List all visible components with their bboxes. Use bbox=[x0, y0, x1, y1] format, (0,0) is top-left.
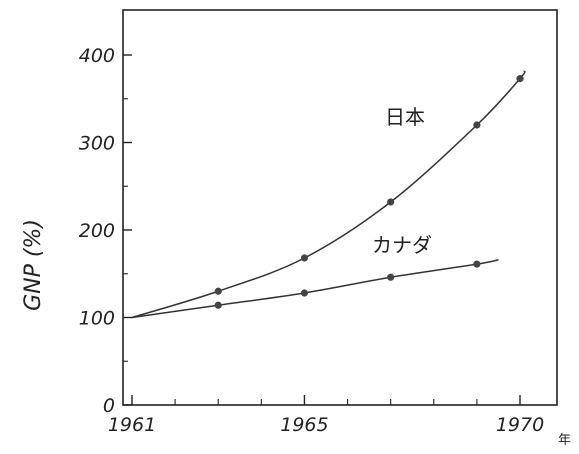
series-1-point-2 bbox=[300, 289, 309, 297]
series-label-0: 日本 bbox=[385, 105, 425, 129]
series-1-point-3 bbox=[387, 273, 395, 281]
y-tick-label-400: 400 bbox=[79, 45, 115, 67]
x-axis-unit-label: 年 bbox=[558, 433, 571, 448]
y-tick-label-200: 200 bbox=[79, 220, 115, 242]
plot-frame bbox=[122, 9, 558, 406]
series-line-0 bbox=[131, 70, 526, 319]
series-0-point-4 bbox=[473, 121, 481, 129]
series-1-point-1 bbox=[214, 301, 222, 309]
y-tick-label-100: 100 bbox=[79, 308, 115, 330]
series-line-1 bbox=[131, 259, 499, 319]
y-tick-label-300: 300 bbox=[79, 133, 115, 155]
x-tick-label-1965: 1965 bbox=[280, 414, 328, 436]
series-1-point-4 bbox=[473, 260, 481, 268]
y-tick-label-0: 0 bbox=[103, 395, 115, 417]
series bbox=[131, 70, 526, 319]
series-0-point-1 bbox=[214, 287, 222, 295]
series-0-point-3 bbox=[387, 198, 395, 206]
series-0-point-2 bbox=[300, 254, 309, 262]
series-label-1: カナダ bbox=[372, 233, 432, 257]
x-tick-label-1970: 1970 bbox=[496, 414, 544, 436]
x-tick-label-1961: 1961 bbox=[108, 414, 156, 436]
y-axis-title: GNP (%) bbox=[21, 219, 46, 311]
axes bbox=[122, 9, 558, 406]
ticks bbox=[123, 54, 521, 406]
series-0-point-5 bbox=[516, 75, 524, 83]
